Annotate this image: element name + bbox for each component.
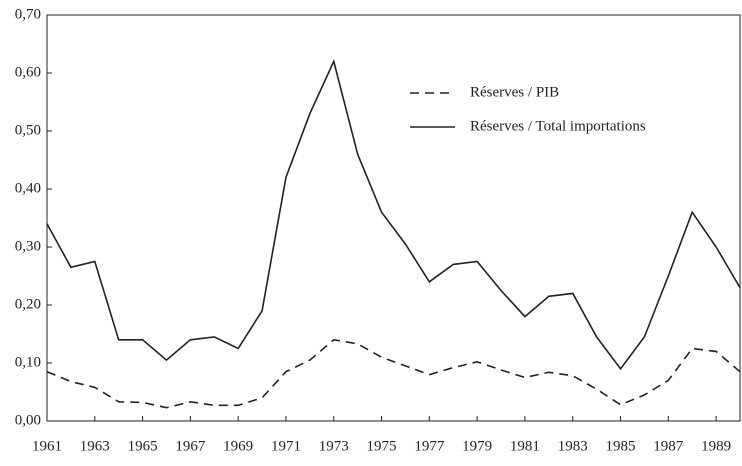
x-tick-label: 1979 [462, 438, 492, 454]
plot-frame [46, 14, 741, 422]
x-tick-label: 1981 [510, 438, 540, 454]
legend-label: Réserves / Total importations [470, 118, 646, 134]
x-tick-label: 1965 [128, 438, 158, 454]
x-tick-label: 1973 [319, 438, 349, 454]
y-tick-label: 0,70 [15, 6, 41, 22]
x-tick-label: 1983 [558, 438, 588, 454]
x-tick-label: 1977 [414, 438, 445, 454]
y-tick-label: 0,30 [15, 238, 41, 254]
y-tick-label: 0,50 [15, 122, 41, 138]
y-tick-label: 0,20 [15, 296, 41, 312]
x-tick-label: 1971 [271, 438, 301, 454]
series-line [46, 59, 741, 371]
x-tick-label: 1987 [653, 438, 684, 454]
x-tick-label: 1967 [175, 438, 206, 454]
y-tick-label: 0,00 [15, 412, 41, 428]
x-tick-label: 1985 [606, 438, 636, 454]
y-tick-label: 0,10 [15, 354, 41, 370]
x-tick-label: 1975 [367, 438, 397, 454]
y-tick-label: 0,60 [15, 64, 41, 80]
x-tick-label: 1961 [32, 438, 62, 454]
legend-label: Réserves / PIB [470, 84, 559, 100]
x-tick-label: 1963 [80, 438, 110, 454]
x-tick-label: 1989 [701, 438, 731, 454]
series-line [46, 338, 741, 409]
y-tick-label: 0,40 [15, 180, 41, 196]
x-tick-label: 1969 [223, 438, 253, 454]
